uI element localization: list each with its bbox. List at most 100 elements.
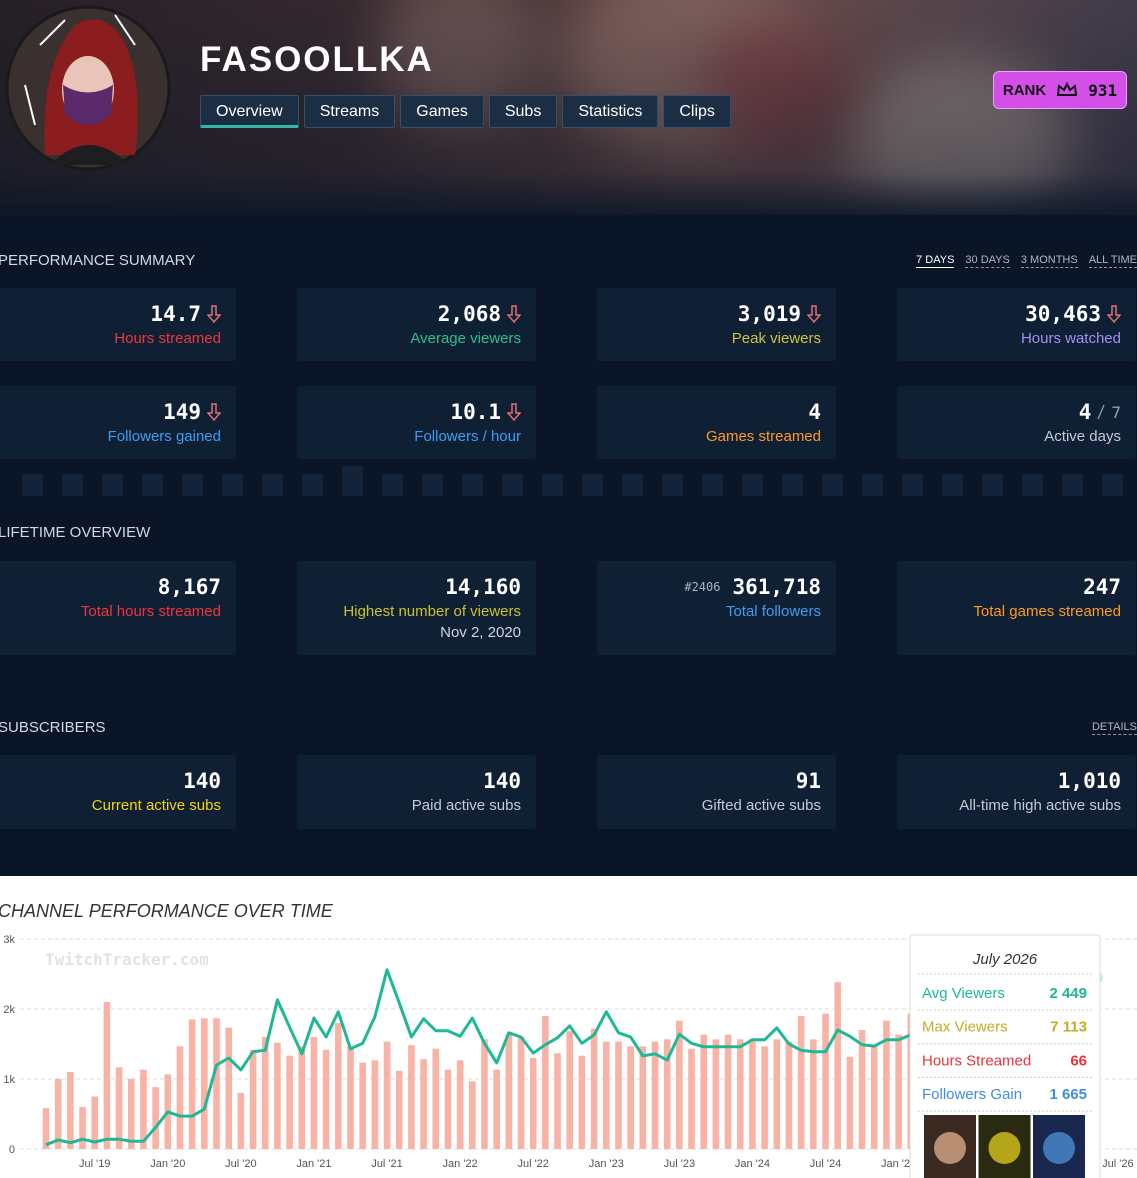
bar <box>456 1060 464 1149</box>
bar <box>42 1108 50 1149</box>
bar <box>676 1020 683 1149</box>
period-option[interactable]: ALL TIME <box>1088 254 1137 268</box>
stat-value: 1,010 <box>1057 769 1121 793</box>
bar <box>176 1046 184 1149</box>
bar <box>773 1039 781 1149</box>
period-option[interactable]: 7 DAYS <box>916 254 955 268</box>
period-option[interactable]: 3 MONTHS <box>1020 254 1078 268</box>
activity-cell <box>1062 474 1083 496</box>
rank-number: #2406 <box>684 580 721 594</box>
x-tick-label: Jan '23 <box>589 1158 624 1170</box>
stat-label: Followers gained <box>107 428 221 445</box>
activity-cell <box>942 474 963 496</box>
bar <box>371 1060 379 1149</box>
stat-card: 30,463 Hours watched <box>897 288 1136 361</box>
bar <box>420 1059 427 1149</box>
bar <box>883 1020 890 1149</box>
activity-cell <box>662 474 683 496</box>
x-tick-label: Jan '25 <box>881 1158 916 1170</box>
bar <box>322 1049 330 1149</box>
stat-total: 7 <box>1111 402 1121 422</box>
trend-down-icon <box>507 403 521 422</box>
stat-label: Total hours streamed <box>80 603 221 620</box>
stat-value-row: 140 <box>183 769 221 793</box>
bar <box>335 1023 342 1149</box>
bar <box>834 982 841 1149</box>
bar <box>469 1081 476 1149</box>
nav-tab[interactable]: Statistics <box>562 95 659 128</box>
bar <box>505 1034 513 1149</box>
tooltip-title: July 2026 <box>972 951 1038 968</box>
bar <box>359 1062 366 1149</box>
stat-value: 14.7 <box>150 302 201 326</box>
nav-tab[interactable]: Overview <box>200 95 299 128</box>
watermark: TwitchTracker.com <box>45 950 209 969</box>
bar <box>298 1046 306 1149</box>
trend-down-icon <box>207 305 221 324</box>
nav-tab[interactable]: Clips <box>663 95 731 128</box>
stat-value: 149 <box>163 400 201 424</box>
slash <box>1097 404 1105 420</box>
period-option[interactable]: 30 DAYS <box>965 254 1010 268</box>
avatar <box>5 5 171 171</box>
tooltip-label: Avg Viewers <box>922 985 1005 1002</box>
x-tick-label: Jul '22 <box>517 1158 548 1170</box>
stat-card: 10.1 Followers / hour <box>297 386 536 459</box>
bar <box>810 1039 817 1149</box>
stat-value-row: 2,068 <box>438 302 521 326</box>
y-tick-label: 0 <box>9 1144 15 1156</box>
bar <box>54 1079 62 1149</box>
stat-card: #2406 361,718 Total followers <box>597 561 836 655</box>
activity-cell <box>302 474 323 496</box>
x-tick-label: Jul '26 <box>1102 1158 1133 1170</box>
stat-value: 140 <box>183 769 221 793</box>
x-tick-label: Jan '22 <box>443 1158 478 1170</box>
stat-value-row: 3,019 <box>738 302 821 326</box>
activity-cell <box>742 474 763 496</box>
x-tick-label: Jan '21 <box>296 1158 331 1170</box>
x-tick-label: Jul '19 <box>79 1158 110 1170</box>
bar <box>115 1067 123 1149</box>
stat-value: 10.1 <box>450 400 501 424</box>
activity-cell <box>62 474 83 496</box>
details-link[interactable]: DETAILS <box>1091 721 1137 735</box>
stat-card: 4 Games streamed <box>597 386 836 459</box>
crown-icon <box>1057 82 1078 96</box>
bar <box>602 1041 610 1149</box>
stat-label: Gifted active subs <box>701 797 821 814</box>
x-tick-label: Jul '20 <box>225 1158 256 1170</box>
bar <box>566 1031 574 1149</box>
stat-value: 8,167 <box>157 575 221 599</box>
game-thumbnail-art <box>934 1132 966 1164</box>
trend-down-icon <box>807 305 821 324</box>
y-tick-label: 1k <box>3 1074 15 1086</box>
bar <box>140 1069 147 1149</box>
bar <box>481 1039 488 1149</box>
bar <box>639 1046 647 1149</box>
stat-label: Total games streamed <box>973 603 1121 620</box>
stat-value: 30,463 <box>1025 302 1101 326</box>
nav-tab[interactable]: Games <box>400 95 484 128</box>
x-tick-label: Jul '24 <box>810 1158 841 1170</box>
stat-value-row: #2406 361,718 <box>684 575 821 599</box>
nav-tab[interactable]: Streams <box>303 95 396 128</box>
tooltip-label: Max Viewers <box>922 1019 1008 1036</box>
stat-card: 3,019 Peak viewers <box>597 288 836 361</box>
stat-value-row: 91 <box>796 769 821 793</box>
activity-cell <box>142 474 163 496</box>
activity-cell <box>262 474 283 496</box>
tooltip-value: 2 449 <box>1049 985 1087 1002</box>
section-title: SUBSCRIBERS <box>0 719 106 736</box>
nav-tab[interactable]: Subs <box>488 95 558 128</box>
stat-card: 2,068 Average viewers <box>297 288 536 361</box>
stat-label: Average viewers <box>410 330 521 347</box>
activity-cell <box>342 466 363 496</box>
chart: CHANNEL PERFORMANCE OVER TIME TwitchTrac… <box>0 876 1137 1178</box>
stat-card: 14.7 Hours streamed <box>0 288 236 361</box>
stat-label: Current active subs <box>91 797 221 814</box>
tab-bar: Overview Streams Games Subs Statistics Clips <box>200 95 731 128</box>
tooltip-value: 7 113 <box>1050 1019 1087 1036</box>
bar <box>237 1093 245 1149</box>
activity-cell <box>502 474 523 496</box>
